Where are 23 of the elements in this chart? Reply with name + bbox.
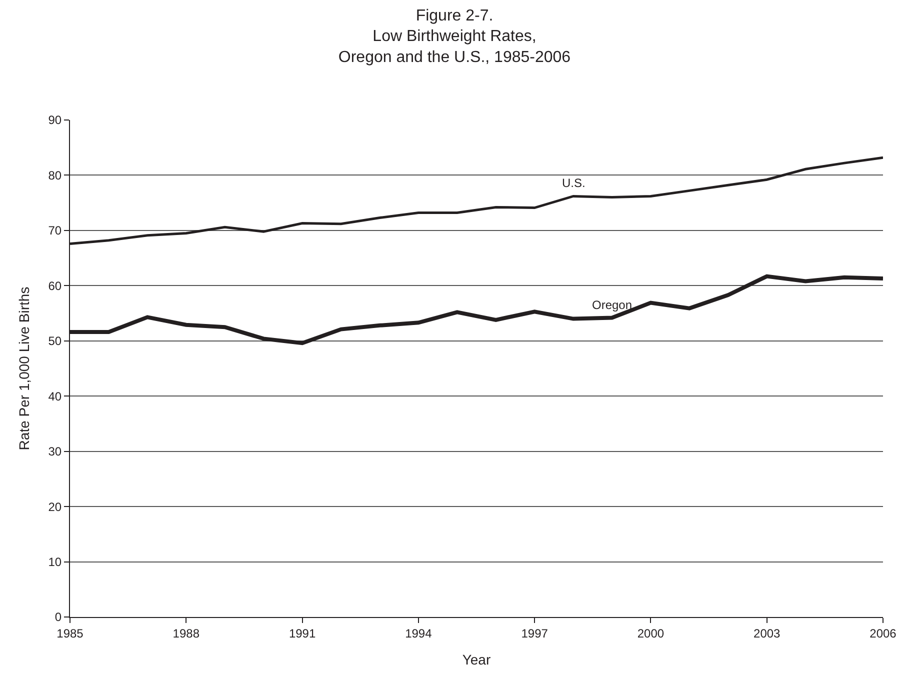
y-tick-label: 70: [48, 224, 62, 238]
series-label: Oregon: [592, 298, 632, 312]
y-tick-label: 0: [54, 610, 62, 624]
x-tick-label: 2003: [754, 626, 781, 640]
y-tick-label: 60: [48, 278, 62, 293]
chart-title: Figure 2-7. Low Birthweight Rates, Oregon and the U.S., 1985-2006: [338, 7, 571, 66]
y-tick-label: 30: [48, 444, 62, 459]
x-tick-label: 2000: [637, 626, 664, 640]
y-tick-label: 40: [48, 389, 62, 404]
x-tick-label: 1997: [521, 626, 548, 640]
y-axis-title: Rate Per 1,000 Live Births: [16, 286, 32, 450]
x-axis-title: Year: [462, 652, 491, 668]
x-tick-label: 1985: [56, 626, 84, 640]
y-tick-label: 50: [48, 334, 62, 348]
series-label: U.S.: [562, 176, 586, 190]
x-tick-label: 1988: [172, 626, 200, 640]
x-tick-label: 1991: [288, 626, 316, 640]
y-tick-label: 90: [48, 113, 62, 128]
y-tick-label: 80: [48, 168, 62, 182]
x-tick-label: 2006: [870, 626, 897, 640]
y-tick-label: 20: [48, 500, 62, 514]
x-tick-label: 1994: [405, 626, 432, 640]
y-tick-label: 10: [48, 554, 62, 569]
